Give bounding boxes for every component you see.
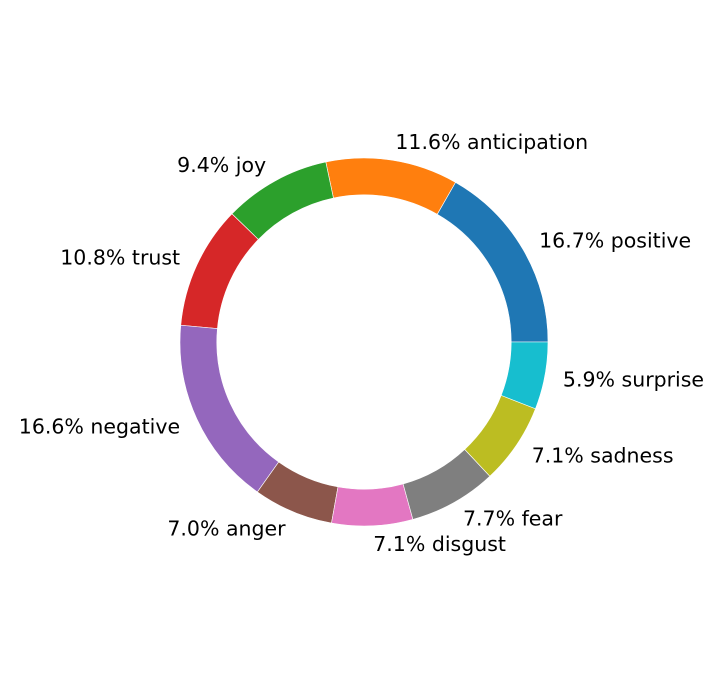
slice-label-anticipation: 11.6% anticipation (395, 130, 588, 154)
slice-label-sadness: 7.1% sadness (532, 443, 674, 467)
slice-label-negative: 16.6% negative (19, 415, 180, 439)
slice-label-surprise: 5.9% surprise (563, 367, 704, 391)
chart-slices (179, 157, 549, 527)
slice-label-disgust: 7.1% disgust (373, 532, 506, 556)
slice-positive (436, 181, 549, 343)
slice-anticipation (325, 157, 456, 215)
slice-label-positive: 16.7% positive (539, 229, 691, 253)
slice-disgust (331, 483, 414, 527)
slice-label-anger: 7.0% anger (167, 517, 286, 541)
slice-negative (179, 324, 280, 493)
slice-surprise (500, 341, 549, 410)
slice-label-joy: 9.4% joy (177, 153, 266, 177)
chart-labels: 16.7% positive 11.6% anticipation 9.4% joy… (19, 130, 704, 556)
slice-label-fear: 7.7% fear (463, 507, 563, 531)
slice-label-trust: 10.8% trust (60, 245, 180, 269)
slice-trust (180, 213, 259, 329)
